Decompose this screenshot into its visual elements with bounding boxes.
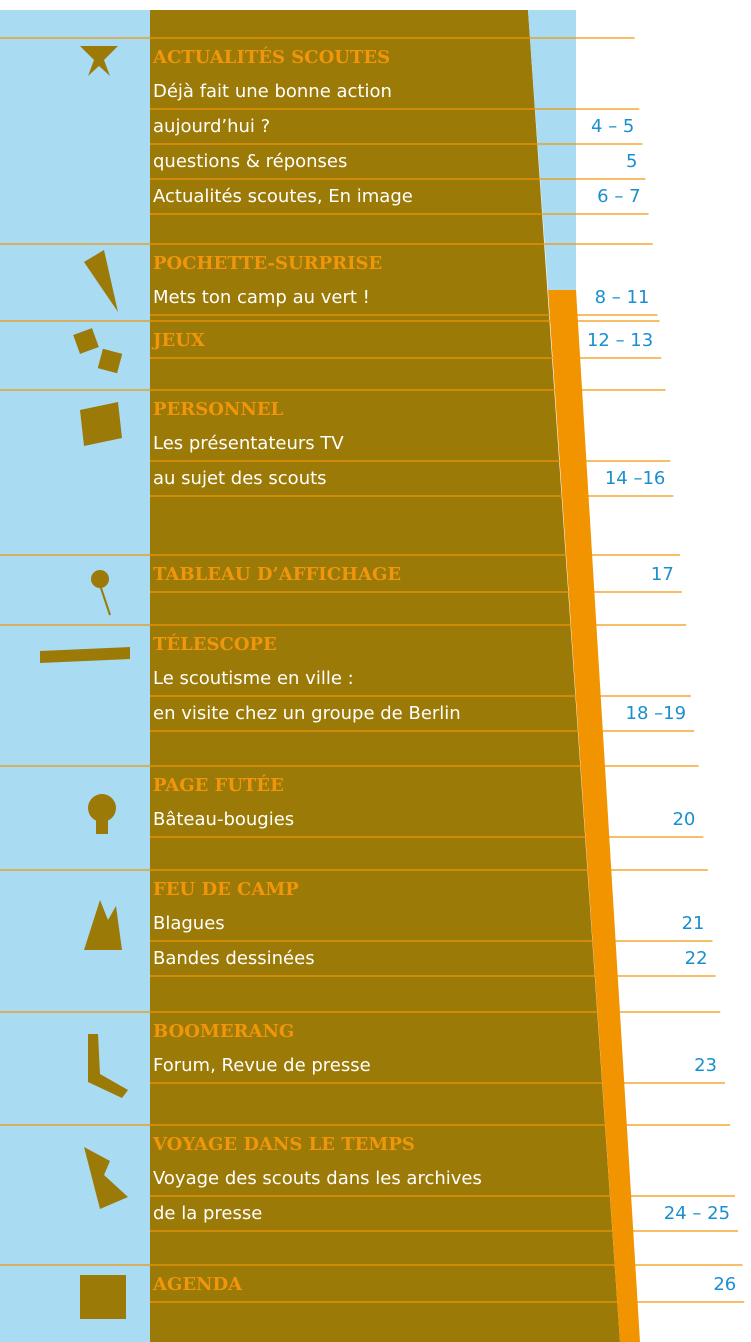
orange-strip (548, 290, 640, 1342)
item-text: Forum, Revue de presse (153, 1055, 371, 1076)
brown-column (150, 10, 620, 1342)
blue-strip (528, 10, 576, 290)
icon (91, 570, 109, 588)
page-number: 23 (694, 1055, 717, 1076)
icon (40, 647, 130, 663)
page-number: 20 (672, 809, 695, 830)
section-title: TABLEAU D’AFFICHAGE (153, 564, 401, 585)
icon (88, 794, 116, 822)
icon (80, 402, 122, 446)
section-title: PERSONNEL (153, 399, 284, 420)
icon (99, 584, 111, 616)
item-text: Le scoutisme en ville : (153, 668, 354, 689)
page-number: 8 – 11 (595, 287, 650, 308)
section-title: TÉLESCOPE (153, 632, 277, 655)
left-column (0, 10, 150, 1342)
item-text: aujourd’hui ? (153, 116, 270, 137)
item-text: Blagues (153, 913, 225, 934)
page-number: 6 – 7 (597, 186, 640, 207)
item-text: Actualités scoutes, En image (153, 186, 413, 207)
item-text: en visite chez un groupe de Berlin (153, 703, 461, 724)
section-title: JEUX (151, 330, 205, 351)
page-number: 12 – 13 (587, 330, 653, 351)
page-number: 21 (682, 913, 705, 934)
icon (84, 900, 122, 950)
icon (88, 1034, 128, 1098)
item-text: questions & réponses (153, 151, 347, 172)
item-text: Bandes dessinées (153, 948, 315, 969)
page-number: 5 (626, 151, 637, 172)
icon (84, 1147, 128, 1209)
section-title: POCHETTE-SURPRISE (153, 253, 382, 274)
section-title: PAGE FUTÉE (153, 773, 284, 796)
page-number: 14 –16 (605, 468, 666, 489)
page-number: 17 (651, 564, 674, 585)
section-title: VOYAGE DANS LE TEMPS (152, 1134, 415, 1155)
page-number: 26 (713, 1274, 736, 1295)
item-text: Bâteau-bougies (153, 809, 294, 830)
page-number: 24 – 25 (664, 1203, 730, 1224)
section-title: FEU DE CAMP (153, 879, 299, 900)
icon (80, 1275, 126, 1319)
item-text: au sujet des scouts (153, 468, 327, 489)
item-text: Voyage des scouts dans les archives (153, 1168, 482, 1189)
page-number: 18 –19 (626, 703, 687, 724)
item-text: Déjà fait une bonne action (153, 81, 392, 102)
icon (84, 250, 118, 312)
item-text: Les présentateurs TV (153, 433, 344, 454)
section-title: BOOMERANG (153, 1021, 294, 1042)
page-number: 4 – 5 (591, 116, 634, 137)
icon (97, 348, 123, 374)
icon (96, 820, 108, 834)
icon (80, 46, 118, 76)
page-number: 22 (685, 948, 708, 969)
section-title: AGENDA (152, 1274, 243, 1295)
icon (73, 328, 99, 354)
item-text: de la presse (153, 1203, 262, 1224)
item-text: Mets ton camp au vert ! (153, 287, 370, 308)
section-title: ACTUALITÉS SCOUTES (152, 45, 390, 68)
